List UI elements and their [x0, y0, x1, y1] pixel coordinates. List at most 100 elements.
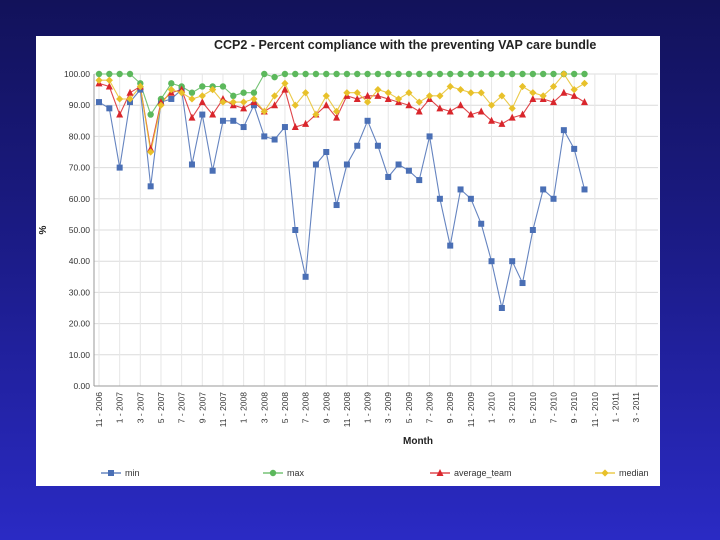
point-average-team: [157, 98, 165, 106]
point-median: [209, 86, 217, 94]
point-average-team: [488, 116, 496, 124]
x-tick-label: 5 - 2010: [528, 392, 538, 423]
x-tick-label: 7 - 2009: [425, 392, 435, 423]
chart-panel: CCP2 - Percent compliance with the preve…: [36, 36, 660, 486]
point-max: [168, 80, 175, 87]
x-tick-label: 3 - 2010: [507, 392, 517, 423]
legend-marker: [108, 470, 114, 476]
point-max: [126, 70, 134, 78]
point-average-team: [240, 104, 248, 112]
point-median: [446, 82, 454, 91]
point-min: [395, 161, 402, 168]
point-median: [394, 95, 403, 103]
point-average-team: [147, 144, 155, 152]
point-median: [229, 98, 237, 106]
x-tick-label: 1 - 2011: [611, 392, 621, 423]
point-median: [405, 89, 413, 97]
point-median: [126, 95, 134, 103]
point-average-team: [219, 94, 227, 102]
point-average-team: [364, 91, 372, 99]
point-median: [322, 92, 330, 100]
grid: [93, 73, 658, 387]
point-max: [395, 70, 402, 78]
legend-label: min: [125, 468, 140, 478]
point-max: [539, 70, 547, 78]
point-max: [281, 70, 289, 78]
point-max: [509, 70, 516, 78]
point-average-team: [126, 88, 134, 96]
point-min: [540, 186, 547, 193]
point-min: [560, 127, 567, 134]
point-min: [416, 177, 423, 184]
point-min: [271, 136, 278, 143]
point-min: [509, 258, 516, 265]
point-max: [436, 70, 444, 78]
point-median: [467, 89, 475, 97]
point-median: [136, 82, 144, 91]
point-max: [457, 70, 464, 78]
point-median: [539, 92, 547, 100]
point-median: [487, 101, 496, 109]
point-max: [467, 70, 475, 78]
point-min: [302, 273, 309, 280]
point-min: [343, 161, 350, 168]
point-average-team: [302, 119, 310, 127]
point-max: [405, 70, 413, 78]
point-min: [571, 145, 578, 152]
point-min: [261, 133, 268, 140]
point-average-team: [457, 101, 465, 109]
legend: min max average_team median: [101, 468, 649, 478]
point-min: [457, 186, 464, 193]
y-axis-title: %: [38, 225, 49, 234]
point-max: [292, 70, 299, 78]
point-median: [147, 148, 155, 156]
y-tick-label: 70.00: [69, 163, 91, 173]
point-max: [385, 70, 392, 78]
point-max: [550, 70, 557, 78]
x-axis: 11 - 2006 1 - 2007 3 - 2007 5 - 2007 7 - 200…: [94, 392, 641, 428]
x-tick-label: 5 - 2009: [404, 392, 414, 423]
point-min: [385, 173, 392, 180]
point-median: [384, 89, 392, 97]
x-tick-label: 9 - 2008: [321, 392, 331, 423]
point-min: [96, 99, 102, 106]
y-tick-label: 40.00: [69, 256, 91, 266]
point-average-team: [581, 98, 589, 106]
point-average-team: [271, 101, 279, 109]
x-tick-label: 7 - 2008: [301, 392, 311, 423]
point-median: [157, 101, 165, 109]
point-max: [570, 70, 578, 78]
point-max: [106, 70, 113, 78]
point-max: [95, 70, 103, 78]
y-tick-label: 50.00: [69, 225, 91, 235]
point-median: [580, 79, 589, 87]
point-max: [230, 92, 237, 100]
point-min: [188, 161, 195, 168]
point-average-team: [209, 110, 217, 118]
point-min: [550, 195, 557, 202]
x-tick-label: 9 - 2007: [197, 392, 207, 423]
point-average-team: [550, 98, 558, 106]
y-tick-label: 0.00: [73, 381, 90, 391]
legend-marker: [601, 469, 609, 477]
point-min: [230, 117, 237, 124]
y-tick-label: 60.00: [69, 194, 91, 204]
point-median: [167, 86, 175, 94]
point-median: [105, 76, 113, 84]
point-min: [529, 227, 536, 233]
point-min: [354, 142, 361, 149]
point-average-team: [477, 107, 485, 115]
legend-marker: [436, 469, 444, 476]
series-markers: [95, 70, 589, 311]
point-median: [508, 104, 516, 112]
point-average-team: [322, 101, 330, 109]
point-min: [498, 305, 505, 311]
point-average-team: [178, 85, 186, 93]
point-median: [529, 89, 537, 97]
y-tick-label: 90.00: [69, 100, 91, 110]
point-min: [292, 227, 299, 233]
x-tick-label: 3 - 2011: [631, 392, 641, 423]
point-median: [415, 98, 423, 106]
point-max: [261, 70, 268, 78]
point-max: [478, 70, 485, 78]
